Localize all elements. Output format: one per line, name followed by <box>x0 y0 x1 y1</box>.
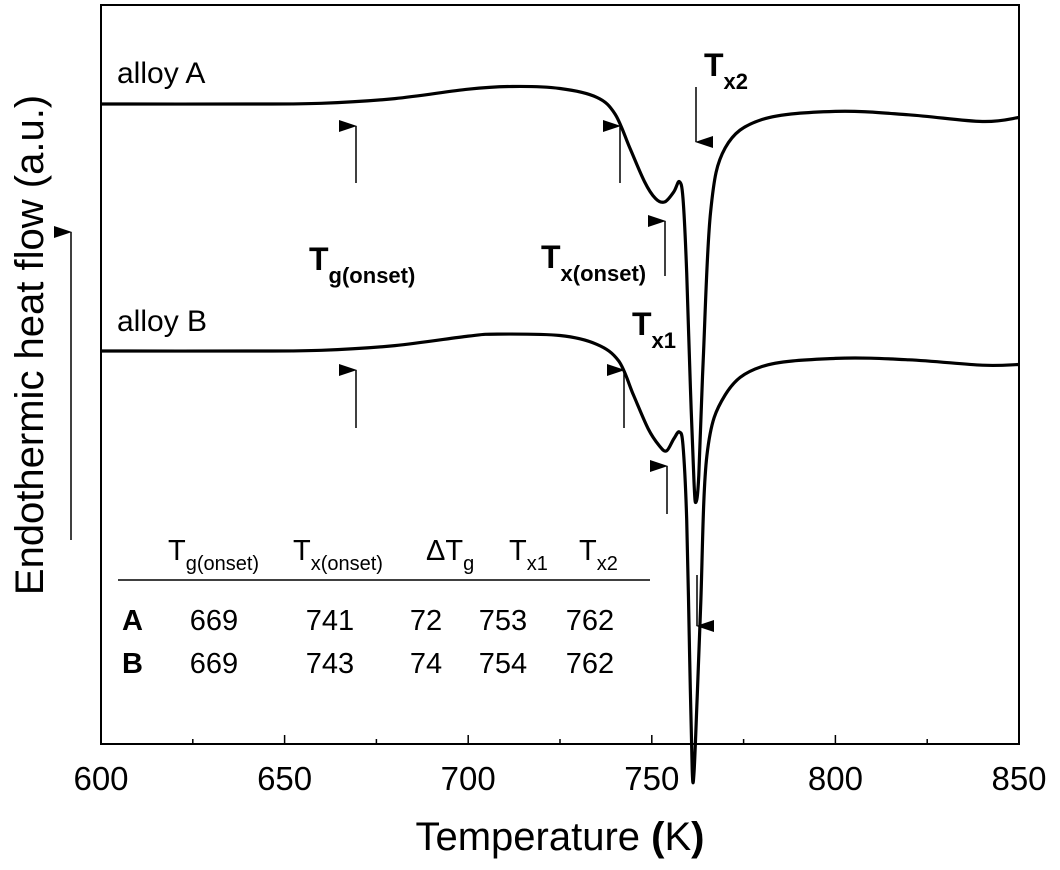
data-table: Tg(onset) Tx(onset) ΔTg Tx1 Tx2 A 669 74… <box>118 535 650 680</box>
x-axis-label: Temperature (K) <box>415 815 704 859</box>
series-label-alloy-b: alloy B <box>117 305 207 338</box>
table-cell: 762 <box>566 605 614 637</box>
series-line-alloy-a <box>100 84 1020 505</box>
annotation-tx1: Tx1 <box>632 306 676 353</box>
table-header-tx1: Tx1 <box>509 535 548 575</box>
annotation-tx-onset: Tx(onset) <box>541 239 646 286</box>
table-cell: 743 <box>306 648 354 680</box>
x-tick-label: 750 <box>624 760 679 797</box>
table-cell: 669 <box>190 648 238 680</box>
table-cell: 741 <box>306 605 354 637</box>
plot-frame <box>100 4 1020 745</box>
table-cell: 753 <box>479 605 527 637</box>
table-header-tx2: Tx2 <box>579 535 618 575</box>
table-cell: 762 <box>566 648 614 680</box>
table-cell: 669 <box>190 605 238 637</box>
annotation-tx2: Tx2 <box>704 47 748 94</box>
x-tick-label: 800 <box>808 760 863 797</box>
y-axis-label: Endothermic heat flow (a.u.) <box>8 95 52 595</box>
x-tick-label: 650 <box>257 760 312 797</box>
table-header-delta-tg: ΔTg <box>426 535 474 575</box>
annotation-tg-onset: Tg(onset) <box>309 241 415 288</box>
x-axis: 600 650 700 750 800 850 <box>73 735 1047 797</box>
table-header-tx-onset: Tx(onset) <box>293 535 383 575</box>
x-tick-label: 700 <box>441 760 496 797</box>
table-cell: 74 <box>410 648 442 680</box>
x-tick-label: 850 <box>991 760 1046 797</box>
table-cell: 72 <box>410 605 442 637</box>
x-tick-label: 600 <box>73 760 128 797</box>
series-line-alloy-b <box>100 332 1020 785</box>
table-cell: 754 <box>479 648 527 680</box>
table-row-label-a: A <box>122 605 143 637</box>
series-label-alloy-a: alloy A <box>117 57 205 90</box>
table-row-label-b: B <box>122 648 143 680</box>
marker-arrows <box>339 87 714 632</box>
table-header-tg-onset: Tg(onset) <box>168 535 259 575</box>
